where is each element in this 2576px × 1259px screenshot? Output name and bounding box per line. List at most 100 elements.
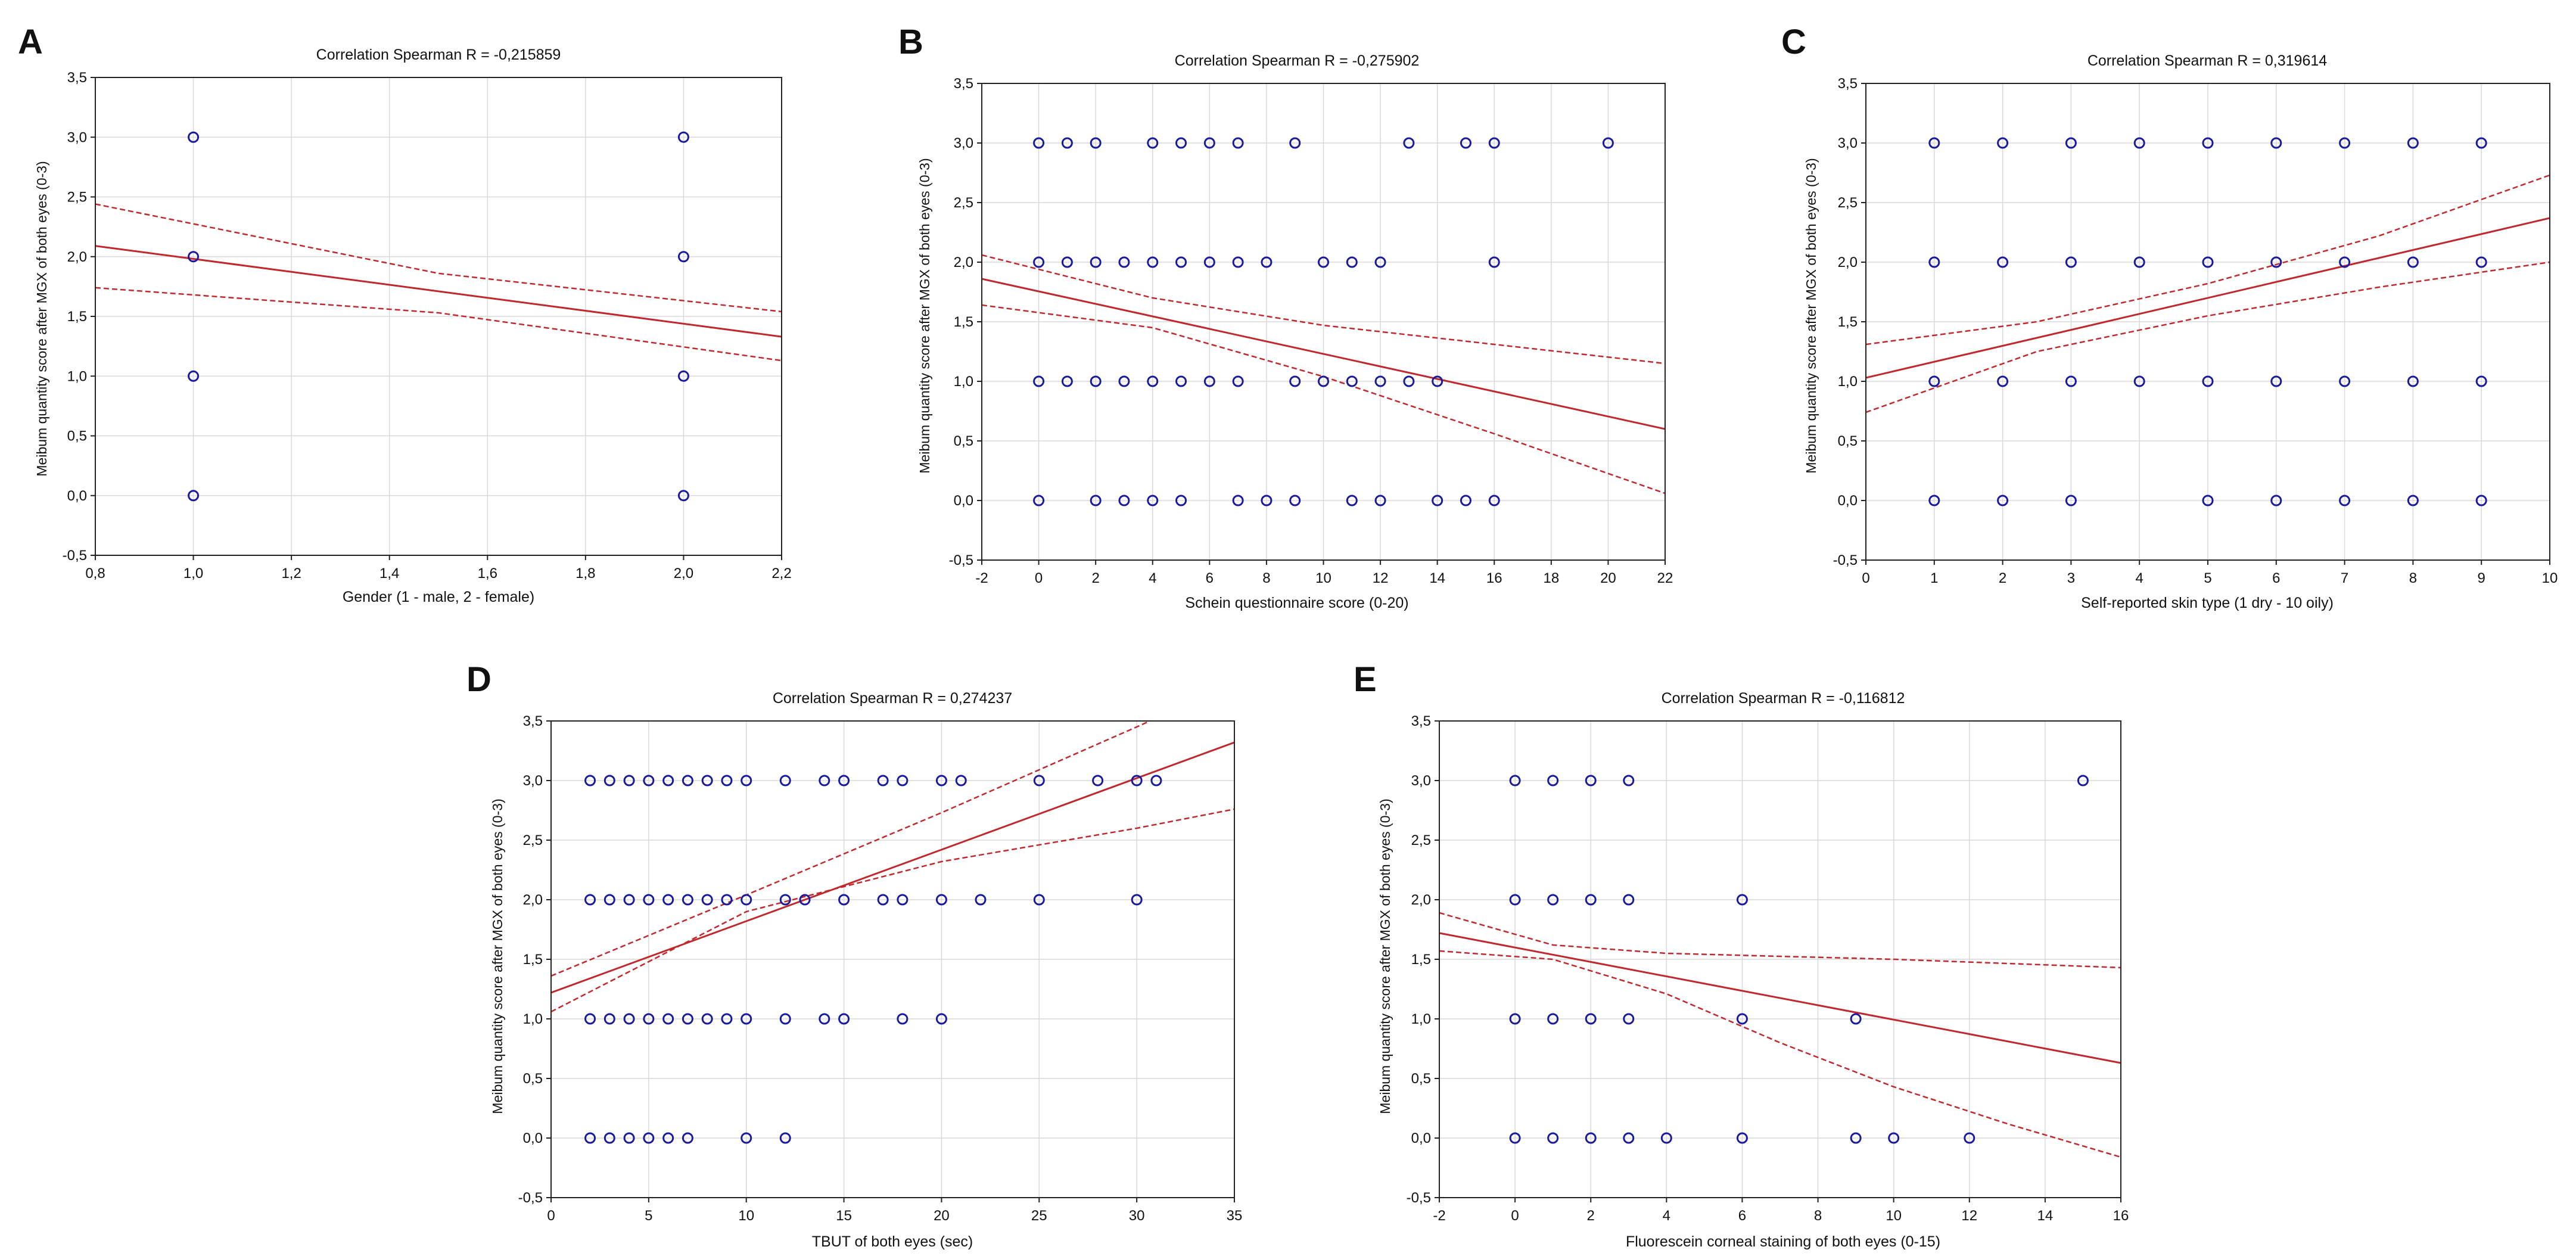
regression-lines [95, 203, 782, 362]
x-tick-label: 1 [1930, 570, 1938, 586]
data-point [2475, 495, 2487, 506]
data-point [1736, 894, 1748, 906]
data-point [955, 775, 967, 787]
data-point [1061, 375, 1073, 387]
data-point [1850, 1132, 1862, 1144]
data-point [1488, 256, 1500, 268]
y-tick-label: 1,0 [523, 1011, 543, 1027]
data-point [2065, 137, 2077, 149]
data-point [1175, 256, 1187, 268]
data-point [584, 1013, 596, 1025]
data-point [2407, 375, 2419, 387]
panel-a: A Correlation Spearman R = -0,215859 Gen… [18, 23, 792, 605]
chart-title: Correlation Spearman R = -0,275902 [1175, 52, 1420, 69]
y-tick-label: 0,0 [67, 488, 87, 504]
x-tick-label: 1,8 [575, 565, 595, 582]
data-point [1488, 137, 1500, 149]
data-point [2407, 256, 2419, 268]
panel-letter-d: D [466, 660, 491, 699]
regression-lines [1866, 174, 2550, 414]
data-point [1090, 495, 1102, 506]
data-point [2065, 375, 2077, 387]
x-tick-label: 6 [1206, 570, 1214, 586]
data-point [603, 1013, 615, 1025]
data-point [1232, 495, 1244, 506]
data-point [677, 131, 689, 143]
data-point [1509, 1132, 1521, 1144]
data-point [1147, 256, 1159, 268]
data-point [643, 1013, 655, 1025]
data-point [1175, 375, 1187, 387]
data-point [2339, 137, 2351, 149]
confidence-band-upper [1439, 912, 2121, 969]
data-point [1964, 1132, 1975, 1144]
x-tick-label: 5 [2204, 570, 2211, 586]
data-point [2270, 495, 2282, 506]
data-point [2475, 256, 2487, 268]
x-tick-label: 0 [1035, 570, 1043, 586]
data-point [1175, 495, 1187, 506]
y-tick-label: 3,0 [1411, 773, 1431, 789]
y-tick-label: 2,5 [1838, 195, 1858, 211]
data-point [838, 775, 850, 787]
data-point [1660, 1132, 1672, 1144]
y-axis-ticks: -0,5 0,0 0,5 1,0 1,5 2,0 2,5 3,0 3,5 [1407, 713, 1439, 1206]
data-points [1509, 775, 2089, 1144]
data-point [584, 1132, 596, 1144]
data-point [1623, 775, 1635, 787]
data-point [741, 1013, 752, 1025]
y-tick-label: 0,5 [1838, 433, 1858, 449]
x-tick-label: 2 [1091, 570, 1099, 586]
confidence-band-upper [95, 203, 782, 313]
data-point [2407, 137, 2419, 149]
data-point [1736, 1013, 1748, 1025]
data-point [188, 251, 200, 263]
x-axis-ticks: 0 5 10 15 20 25 30 35 [547, 1198, 1242, 1224]
x-tick-label: 4 [2136, 570, 2143, 586]
x-tick-label: 16 [2113, 1208, 2129, 1224]
x-tick-label: 3 [2067, 570, 2075, 586]
panel-e: E Correlation Spearman R = -0,116812 Flu… [1354, 660, 2129, 1250]
data-point [623, 894, 635, 906]
grid-lines [1865, 83, 2550, 561]
x-tick-label: 4 [1149, 570, 1156, 586]
regression-fit-line [551, 741, 1234, 994]
data-point [643, 1132, 655, 1144]
y-tick-label: 3,5 [954, 76, 973, 92]
y-axis-ticks: -0,5 0,0 0,5 1,0 1,5 2,0 2,5 3,0 3,5 [518, 713, 551, 1206]
y-tick-label: 1,0 [954, 374, 973, 390]
data-point [1547, 894, 1559, 906]
x-tick-label: 10 [1886, 1208, 1902, 1224]
x-tick-label: -2 [975, 570, 988, 586]
data-points [188, 131, 689, 502]
data-point [838, 1013, 850, 1025]
data-point [1261, 495, 1273, 506]
data-point [662, 1132, 674, 1144]
data-point [2133, 256, 2145, 268]
data-point [1346, 256, 1358, 268]
confidence-band-lower [1866, 261, 2550, 414]
confidence-band-upper [1866, 174, 2550, 346]
data-point [897, 894, 909, 906]
data-point [662, 775, 674, 787]
y-tick-label: 1,0 [67, 368, 87, 384]
data-point [2475, 137, 2487, 149]
y-axis-label: Meibum quantity score after MGX of both … [917, 158, 932, 473]
data-point [1460, 137, 1471, 149]
data-point [1997, 375, 2009, 387]
data-point [584, 894, 596, 906]
x-tick-label: 6 [1738, 1208, 1746, 1224]
data-point [779, 1132, 791, 1144]
y-axis-ticks: -0,5 0,0 0,5 1,0 1,5 2,0 2,5 3,0 3,5 [949, 76, 982, 568]
data-point [1232, 256, 1244, 268]
data-point [1318, 375, 1329, 387]
data-point [1602, 137, 1614, 149]
y-tick-label: 3,0 [67, 129, 87, 145]
data-point [1374, 256, 1386, 268]
x-axis-ticks: -2 0 2 4 6 8 10 12 14 16 18 20 22 [975, 560, 1673, 586]
data-point [2065, 256, 2077, 268]
data-point [1090, 137, 1102, 149]
x-tick-label: 12 [1373, 570, 1389, 586]
x-tick-label: 35 [1227, 1208, 1243, 1224]
